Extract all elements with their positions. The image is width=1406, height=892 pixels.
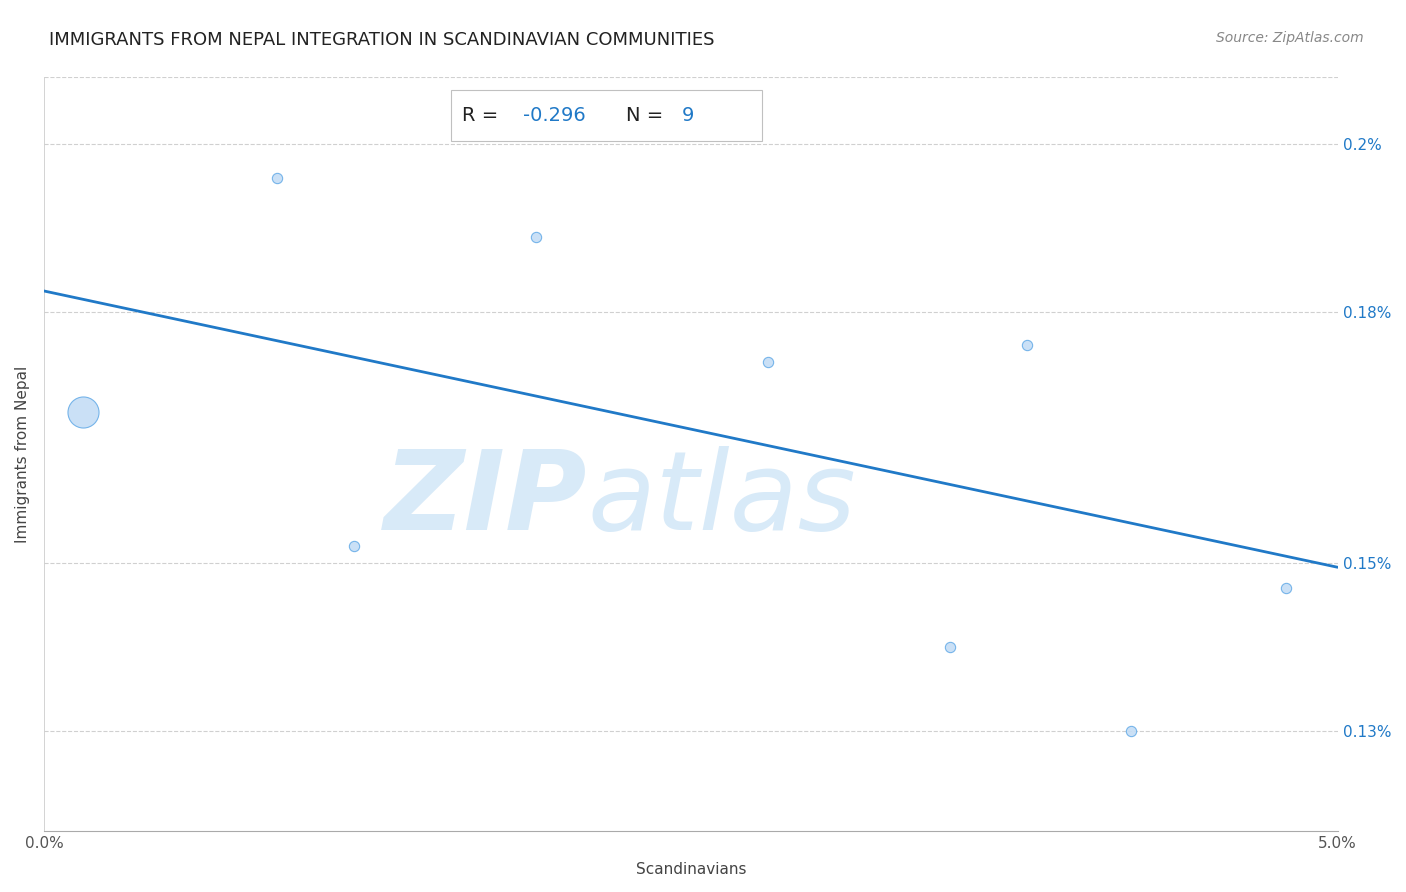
Y-axis label: Immigrants from Nepal: Immigrants from Nepal — [15, 366, 30, 543]
Point — [1119, 723, 1142, 738]
Text: -0.296: -0.296 — [523, 106, 585, 126]
Text: Source: ZipAtlas.com: Source: ZipAtlas.com — [1216, 31, 1364, 45]
Point — [343, 539, 366, 553]
Point — [72, 405, 94, 419]
Point — [758, 355, 780, 369]
Point — [1275, 581, 1298, 595]
Text: IMMIGRANTS FROM NEPAL INTEGRATION IN SCANDINAVIAN COMMUNITIES: IMMIGRANTS FROM NEPAL INTEGRATION IN SCA… — [49, 31, 714, 49]
Point — [524, 229, 547, 244]
Point — [266, 170, 288, 185]
Text: ZIP: ZIP — [384, 446, 588, 553]
Text: 9: 9 — [682, 106, 695, 126]
Point — [938, 640, 960, 654]
Text: atlas: atlas — [588, 446, 856, 553]
FancyBboxPatch shape — [451, 90, 762, 142]
Text: N =: N = — [626, 106, 669, 126]
X-axis label: Scandinavians: Scandinavians — [636, 862, 747, 877]
Point — [1017, 338, 1039, 352]
Text: R =: R = — [461, 106, 505, 126]
